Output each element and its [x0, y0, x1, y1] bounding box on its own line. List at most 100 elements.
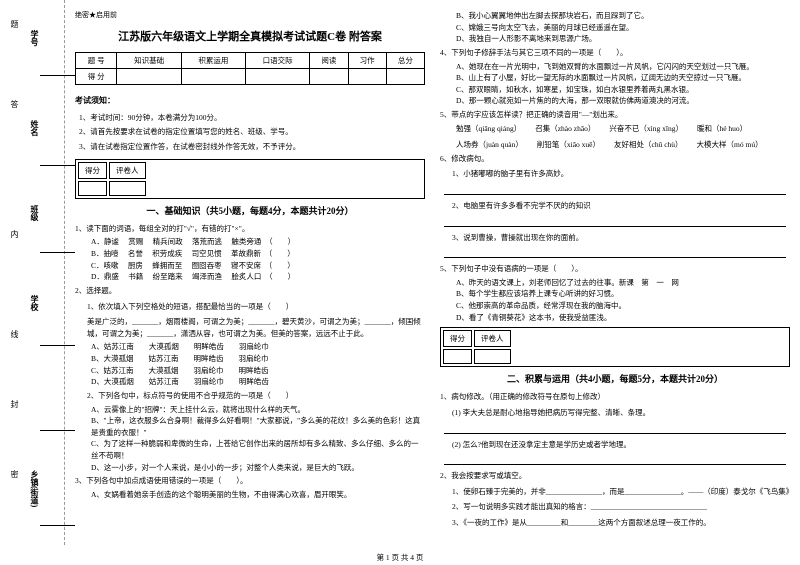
- blank-line: [40, 525, 75, 526]
- column-right: B、我小心翼翼地伸出左脚去探那块岩石，而且踩到了它。 C、嫦娥三号向太空飞去，美…: [440, 10, 790, 531]
- score-entry-box: 得分 评卷人: [440, 327, 790, 367]
- answer-line: [444, 248, 786, 258]
- paper-title: 江苏版六年级语文上学期全真模拟考试试题C卷 附答案: [75, 28, 425, 44]
- label-town: 乡镇(街道): [26, 470, 40, 507]
- rules-heading: 考试须知：: [75, 95, 425, 106]
- binding-char: 密: [6, 470, 20, 478]
- p2q2-sub: 3、《一夜的工作》是从_________和________这两个方面叙述总理一夜…: [452, 517, 790, 529]
- p2q1-sub: (2) 怎么?他到现在还没拿定主意是学历史或者学地理。: [452, 439, 790, 451]
- scorebox-label: 评卷人: [474, 330, 511, 347]
- q3-opt: A、女娲看着她亲手创造的这个聪明美丽的生物，不由得满心欢喜，眉开眼笑。: [91, 489, 425, 501]
- blank-line: [40, 252, 75, 253]
- answer-line: [444, 424, 786, 434]
- binding-margin: 题 学号 答 姓名 班级 内 学校 线 封 密 乡镇(街道): [0, 0, 65, 545]
- q4-opt: D、那一颗心就宛如一片焦的的大海，那一双眼就仿佛两道澳决的河流。: [456, 95, 790, 107]
- label-name: 姓名: [26, 120, 40, 136]
- scorebox-cell: [443, 349, 472, 364]
- q3-opt: B、我小心翼翼地伸出左脚去探那块岩石，而且踩到了它。: [456, 10, 790, 22]
- word: 削铅笔（xiāo xuē）: [537, 139, 600, 151]
- q3-opt: C、嫦娥三号向太空飞去，美丽的月球已经遥遥在望。: [456, 22, 790, 34]
- q4-opt: B、山上有了小屋，好比一望无际的水面飘过一片风帆，辽阔无边的天空掠过一只飞雁。: [456, 72, 790, 84]
- score-cell: [386, 69, 424, 85]
- p2q1-sub: (1) 李大夫总是耐心地指导她把病历写得完整、清晰、条理。: [452, 407, 790, 419]
- scorebox-cell: [474, 349, 511, 364]
- q6-stem: 6、修改病句。: [440, 153, 790, 165]
- q1-opt: C．咳嗽 厨房 蜂拥而至 囫囵吞枣 寝不安席 （ ）: [91, 260, 425, 272]
- q2-opt2: B、"上帝，这衣服多么合身啊！裁得多么好看啊！"大家都说，"多么美的花纹！多么美…: [91, 415, 425, 438]
- secret-mark: 绝密★启用前: [75, 10, 425, 20]
- word: 召集（zhào zhāo）: [535, 123, 595, 135]
- score-header: 题 号: [76, 53, 117, 69]
- q1-stem: 1、读下面的词语，每组全对的打"√"，有错的打"×"。: [75, 223, 425, 235]
- q7-opt: C、他那崇高的革命品质，经常浮现在我的脑海中。: [456, 300, 790, 312]
- blank-line: [40, 75, 75, 76]
- binding-char: 内: [6, 230, 20, 238]
- q2-sub2: 2、下列各句中，标点符号的使用不合乎规范的一项是（ ）: [87, 390, 425, 402]
- rule-item: 2、请首先按要求在试卷的指定位置填写您的姓名、班级、学号。: [79, 126, 425, 137]
- score-header: 知识基础: [117, 53, 181, 69]
- score-table: 题 号 知识基础 积累运用 口语交际 阅读 习作 总分 得 分: [75, 52, 425, 85]
- label-school: 学校: [26, 295, 40, 311]
- part2-title: 二、积累与运用（共4小题，每题5分，本题共计20分）: [440, 372, 790, 385]
- score-cell: [348, 69, 386, 85]
- word: 友好相处（chǔ chù）: [614, 139, 683, 151]
- q6-sub: 1、小猪嘟嘟的脑子里有许多高妙。: [452, 168, 790, 180]
- binding-char: 答: [6, 100, 20, 108]
- blank-line: [40, 430, 75, 431]
- binding-char: 题: [6, 20, 20, 28]
- word: 暖和（hé huo）: [697, 123, 747, 135]
- q5-words: 勉强（qiǎng qiáng） 召集（zhào zhāo） 兴奋不已（xìng …: [456, 123, 790, 151]
- q2-sub: 1、依次填入下列空格处的短语，搭配最恰当的一项是（ ）: [87, 301, 425, 313]
- score-header: 习作: [348, 53, 386, 69]
- part1-title: 一、基础知识（共5小题，每题4分，本题共计20分）: [75, 204, 425, 217]
- q2-stem: 2、选择题。: [75, 285, 425, 297]
- scorebox-label: 得分: [443, 330, 472, 347]
- binding-char: 封: [6, 400, 20, 408]
- answer-line: [444, 455, 786, 465]
- answer-line: [444, 185, 786, 195]
- score-entry-box: 得分 评卷人: [75, 159, 425, 199]
- score-cell: [117, 69, 181, 85]
- q2-opt: D、大漠孤烟 姑苏江南 羽扇纶巾 明眸皓齿: [91, 376, 425, 388]
- word: 勉强（qiǎng qiáng）: [456, 123, 521, 135]
- blank-line: [40, 165, 75, 166]
- q6-sub: 2、电脑里有许多多看不完学不厌的的知识: [452, 200, 790, 212]
- binding-char: 线: [6, 330, 20, 338]
- label-studentid: 学号: [26, 30, 40, 46]
- q2-opt2: C、为了这样一种脆弱和卑微的生命，上苍给它创作出来的居所却有多么精致、多么仔细、…: [91, 438, 425, 461]
- score-header: 积累运用: [181, 53, 245, 69]
- q2-opt2: D、这一小步，对一个人来说，是小小的一步；对整个人类来说，是巨大的飞跃。: [91, 462, 425, 474]
- rules-list: 1、考试时间：90分钟，本卷满分为100分。 2、请首先按要求在试卷的指定位置填…: [79, 109, 425, 155]
- p2q2-stem: 2、我会按要求写或填空。: [440, 470, 790, 482]
- q7-opt: B、每个学生都应该培养上课专心听讲的好习惯。: [456, 288, 790, 300]
- score-header: 阅读: [310, 53, 348, 69]
- q2-text: 美是广泛的，_______，烟雨楼阁，可谓之为美；_______，碧天黄沙，可谓…: [87, 316, 425, 339]
- q7-stem: 5、下列句子中没有语病的一项是（ ）。: [440, 263, 790, 275]
- score-header: 总分: [386, 53, 424, 69]
- blank-line: [40, 345, 75, 346]
- q2-opt2: A、云雾像上的"招牌"：天上挂什么云，就将出现什么样的天气。: [91, 404, 425, 416]
- score-cell: [246, 69, 310, 85]
- word: 人场券（juàn quàn）: [456, 139, 523, 151]
- word: 大模大样（mó mú）: [697, 139, 763, 151]
- q2-opt: C、姑苏江南 大漠孤烟 羽扇纶巾 明眸皓齿: [91, 365, 425, 377]
- q7-opt: D、看了《青铜葵花》这本书，使我受益匪浅。: [456, 312, 790, 324]
- q3-stem: 3、下列各句中加点成语使用错误的一项是（ ）。: [75, 475, 425, 487]
- q1-opt: B．抽噎 名誉 积劳成疾 司空见惯 革故鼎新 （ ）: [91, 248, 425, 260]
- q4-opt: C、那双眼睛，如秋水，如寒星，如宝珠，如白水银里养着两丸黑水银。: [456, 84, 790, 96]
- p2q2-sub: 2、写一句说明多实践才能出真知的格言：_____________________…: [452, 501, 790, 513]
- score-cell: [310, 69, 348, 85]
- label-class: 班级: [26, 205, 40, 221]
- rule-item: 3、请在试卷指定位置作答，在试卷密封线外作答无效，不予评分。: [79, 141, 425, 152]
- scorebox-label: 得分: [78, 162, 107, 179]
- scorebox-cell: [109, 181, 146, 196]
- q7-opt: A、昨天的语文课上，刘老师回忆了过去的往事。新课 第 一 网: [456, 277, 790, 289]
- answer-line: [444, 217, 786, 227]
- q2-opt: A、姑苏江南 大漠孤烟 明眸皓齿 羽扇纶巾: [91, 341, 425, 353]
- p2q1-stem: 1、病句修改。（用正确的修改符号在原句上修改）: [440, 391, 790, 403]
- q4-stem: 4、下列句子修辞手法与其它三项不同的一项是（ ）。: [440, 47, 790, 59]
- scorebox-label: 评卷人: [109, 162, 146, 179]
- p2q2-sub: 1、使卵石臻于完美的，并非_______________，而是_________…: [452, 486, 790, 498]
- rule-item: 1、考试时间：90分钟，本卷满分为100分。: [79, 112, 425, 123]
- score-header: 口语交际: [246, 53, 310, 69]
